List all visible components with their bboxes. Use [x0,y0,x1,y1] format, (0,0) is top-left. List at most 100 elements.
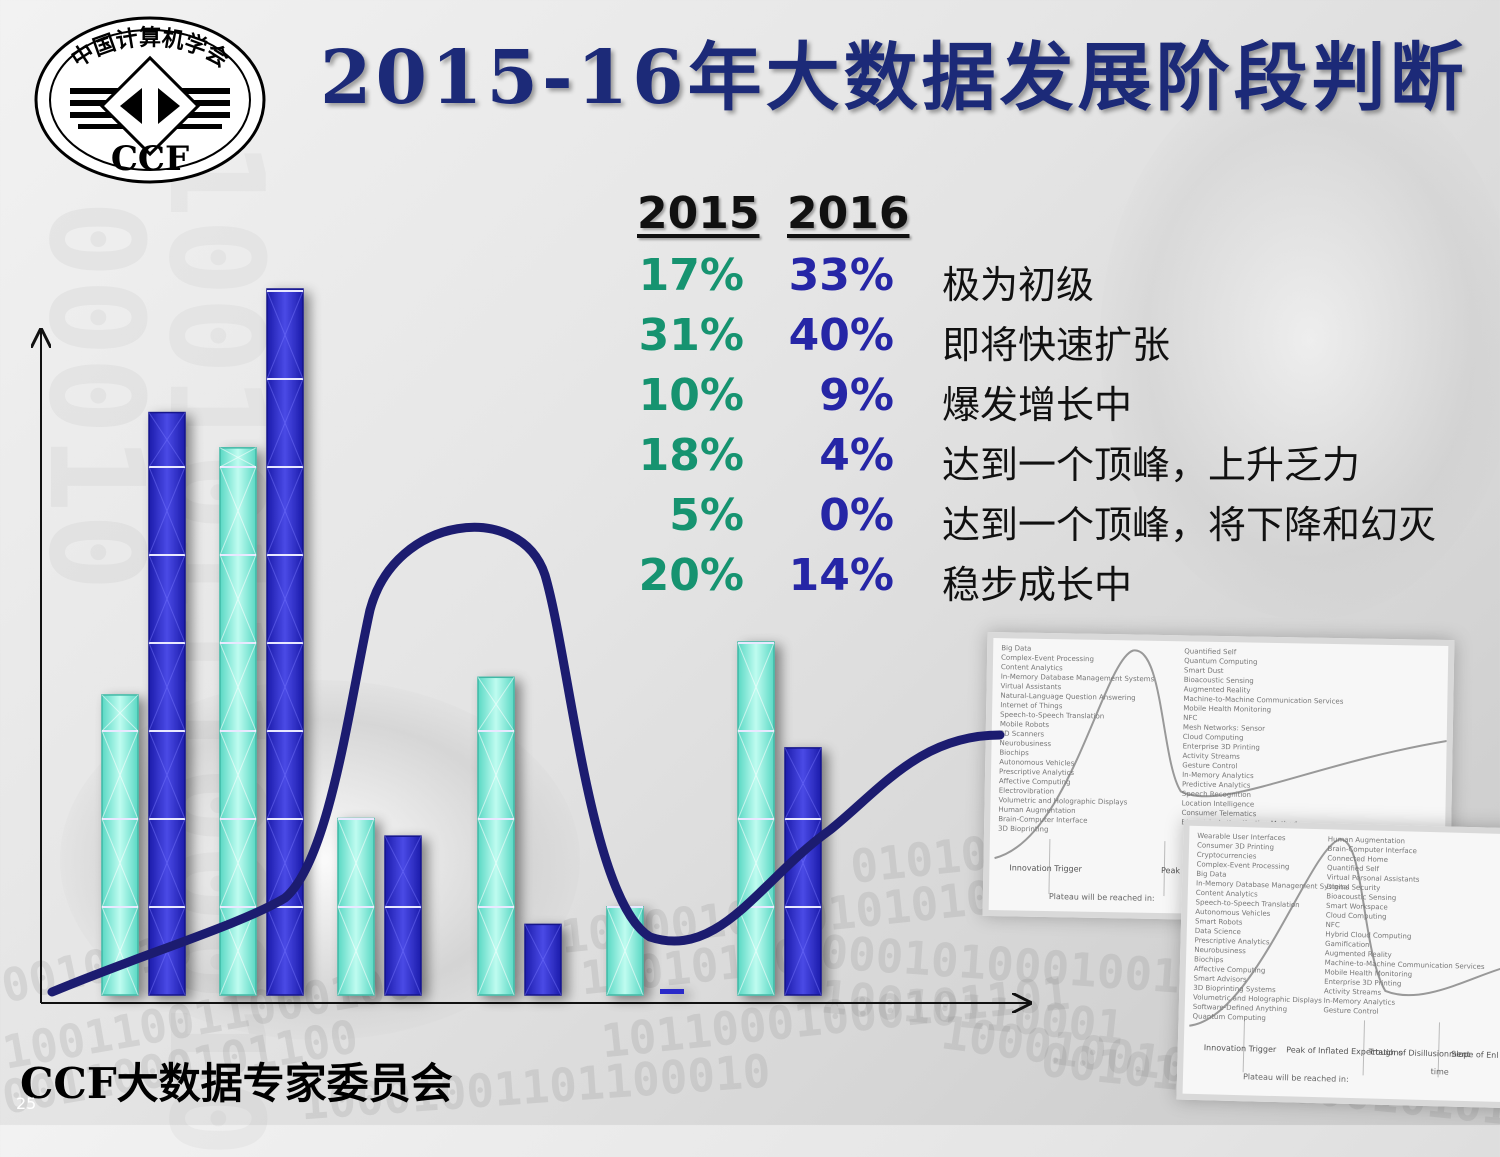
hype-item-label: Content Analytics [1001,663,1063,672]
hype-cycle-curve [47,522,1005,997]
pct-2015: 20% [638,550,744,601]
hype-item-label: 3D Bioprinting [998,825,1049,834]
hype-item-label: Digital Security [1327,883,1381,892]
hype-item-label: Autonomous Vehicles [1195,908,1271,918]
hype-phase-label: Peak of Inflated Expectations [1286,1045,1403,1057]
hype-item-label: Natural-Language Question Answering [1000,692,1135,702]
hype-item-label: Complex-Event Processing [1001,654,1094,664]
pct-2016: 9% [819,370,894,421]
hype-item-label: Activity Streams [1324,987,1382,997]
bar-2015-5 [606,906,644,996]
hype-item-label: Consumer Telematics [1181,809,1256,818]
hype-item-label: Virtual Personal Assistants [1327,873,1420,883]
table-header-2015: 2015 [637,188,760,239]
hype-item-label: Quantified Self [1327,864,1380,873]
hype-item-label: Mesh Networks: Sensor [1183,723,1265,732]
bar-2016-6 [784,747,822,996]
hype-axis-label: time [1431,1067,1449,1076]
flower-decoration-2 [1100,60,1500,620]
hype-item-label: Brain-Computer Interface [1328,845,1417,855]
stage-label: 爆发增长中 [942,383,1133,427]
hype-item-label: Virtual Assistants [1000,682,1061,691]
pct-2015: 17% [638,250,744,301]
hype-item-label: Augmented Reality [1184,685,1251,694]
hype-item-label: Human Augmentation [1328,835,1405,845]
table-header-2016: 2016 [787,188,910,239]
bar-2015-2 [219,447,257,996]
hype-item-label: Biochips [1194,955,1224,964]
hype-item-label: Prescriptive Analytics [999,768,1075,777]
bar-2016-4 [524,923,562,996]
hype-item-label: Location Intelligence [1182,799,1255,808]
hype-item-label: Big Data [1001,644,1031,653]
hype-item-label: Cloud Computing [1326,911,1387,921]
hype-item-label: Predictive Analytics [1182,780,1251,789]
hype-item-label: Neurobusiness [1000,739,1052,748]
hype-item-label: Smart Robots [1195,917,1243,926]
hype-item-label: Data Science [1195,927,1241,936]
hype-item-label: NFC [1183,714,1197,722]
hype-item-label: Biochips [999,749,1029,758]
bar-2015-4 [477,676,515,996]
page-number: 25 [16,1094,37,1113]
bar-2016-1 [148,411,186,996]
hype-item-label: Quantified Self [1184,647,1237,656]
hype-footer-label: Plateau will be reached in: [1243,1072,1349,1084]
hype-item-label: Affective Computing [999,777,1071,786]
hype-item-label: Software-Defined Anything [1193,1003,1287,1013]
hype-item-label: Activity Streams [1182,752,1240,761]
pct-2015: 10% [638,370,744,421]
ccf-logo: 中国计算机学会 CCF [34,16,266,184]
pct-2015: 31% [638,310,744,361]
pct-2015: 18% [638,430,744,481]
stage-label: 即将快速扩张 [942,323,1171,367]
hype-footer-label: Plateau will be reached in: [1049,892,1155,903]
hype-item-label: 3D Bioprinting Systems [1193,984,1276,994]
hype-item-label: Augmented Reality [1325,949,1392,959]
hype-item-label: In-Memory Database Management Systems [1001,673,1155,684]
bar-2015-6 [737,641,775,996]
hype-item-label: Mobile Robots [1000,720,1050,729]
hype-item-label: Machine-to-Machine Communication Service… [1183,695,1343,706]
hype-item-label: Prescriptive Analytics [1194,936,1270,946]
hype-phase-label: Innovation Trigger [1009,863,1082,873]
hype-item-label: Bioacoustic Sensing [1184,676,1254,685]
stage-label: 达到一个顶峰，上升乏力 [942,443,1361,487]
hype-item-label: Complex-Event Processing [1196,860,1289,870]
slide: 0101001 0101010 1010010 10010100 0001010… [0,16,1500,1142]
bar-2016-5 [660,989,684,994]
hype-item-label: Content Analytics [1196,889,1258,899]
hype-item-label: Enterprise 3D Printing [1183,742,1260,751]
hype-item-label: Mobile Health Monitoring [1183,704,1271,714]
pct-2015: 5% [669,490,744,541]
hype-cycle-thumbnail-front: Wearable User Interfaces Consumer 3D Prin… [1176,819,1500,1109]
hype-item-label: Enterprise 3D Printing [1324,978,1401,988]
hype-item-label: Bioacoustic Sensing [1326,892,1396,902]
hype-item-label: Smart Advisors [1193,974,1247,983]
hype-item-label: Consumer 3D Printing [1197,841,1274,851]
pct-2016: 33% [788,250,894,301]
bar-2015-3 [337,817,375,996]
hype-item-label: Wearable User Interfaces [1197,832,1286,842]
hype-item-label: Gesture Control [1182,761,1237,770]
hype-item-label: Quantum Computing [1192,1012,1266,1022]
hype-item-label: Hybrid Cloud Computing [1325,930,1411,940]
hype-item-label: Brain-Computer Interface [998,815,1087,825]
hype-item-label: Autonomous Vehicles [999,758,1075,767]
hype-item-label: Volumetric and Holographic Displays [1193,993,1322,1004]
stage-label: 稳步成长中 [942,563,1133,607]
hype-item-label: Speech-to-Speech Translation [1195,898,1299,909]
hype-item-label: Volumetric and Holographic Displays [999,796,1128,806]
stage-label: 达到一个顶峰，将下降和幻灭 [942,503,1437,547]
hype-item-label: Cryptocurrencies [1197,851,1257,861]
hype-item-label: Big Data [1196,870,1226,879]
pct-2016: 14% [788,550,894,601]
hype-item-label: Speech-to-Speech Translation [1000,711,1104,721]
stage-label: 极为初级 [942,263,1095,307]
hype-item-label: Human Augmentation [998,806,1075,815]
hype-item-label: Electrovibration [999,787,1055,796]
hype-item-label: Speech Recognition [1182,790,1251,799]
hype-phase-label: Trough of Disillusionment [1368,1047,1471,1059]
hype-item-label: In-Memory Analytics [1324,997,1396,1007]
